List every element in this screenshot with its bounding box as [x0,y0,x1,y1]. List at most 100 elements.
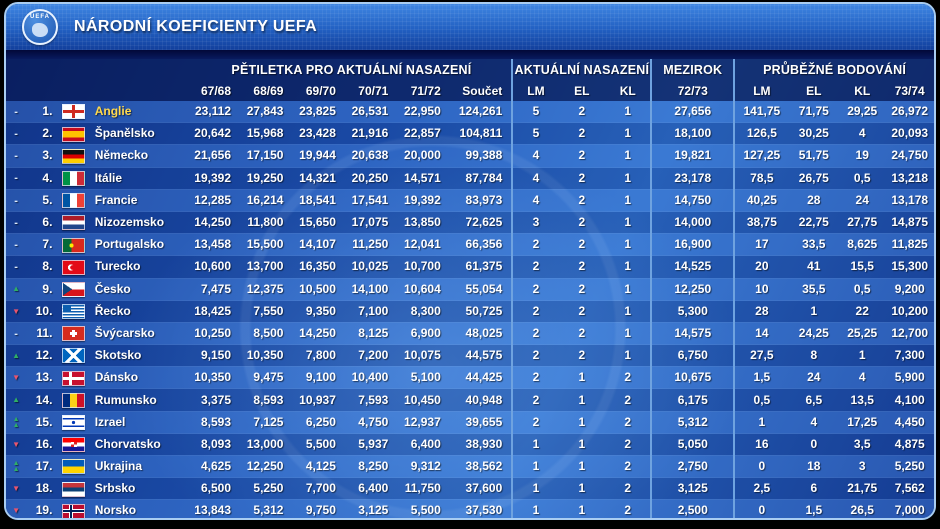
table-row[interactable]: - 1. Anglie 23,112 27,843 23,825 26,531 … [6,101,934,124]
season-value: 23,825 [296,101,349,124]
season-value: 3,125 [348,499,402,518]
season-value: 14,321 [296,167,349,190]
table-row[interactable]: - 3. Německo 21,656 17,150 19,944 20,638… [6,144,934,168]
season-value: 10,025 [348,255,402,279]
flag-cell [56,366,91,390]
season-value: 5,937 [348,433,402,457]
season-value: 10,400 [348,366,402,390]
table-row[interactable]: ▼ 19. Norsko 13,843 5,312 9,750 3,125 5,… [6,499,934,518]
season-value: 14,250 [191,211,244,235]
country-name: Nizozemsko [90,211,192,235]
table-row[interactable]: - 6. Nizozemsko 14,250 11,800 15,650 17,… [6,211,934,235]
season-value: 19,392 [191,167,244,190]
table-row[interactable]: - 2. Španělsko 20,642 15,968 23,428 21,9… [6,122,934,146]
running-total-value: 20,093 [885,122,934,146]
running-el-value: 71,75 [788,101,840,124]
seeding-lm-value: 2 [511,366,559,390]
rank-change-cell: - [6,233,27,257]
table-row[interactable]: - 7. Portugalsko 13,458 15,500 14,107 11… [6,233,934,257]
season-value: 10,604 [401,278,454,301]
table-row[interactable]: ▲ 14. Rumunsko 3,375 8,593 10,937 7,593 … [6,388,934,412]
rank-change-cell: - [6,122,27,146]
running-kl-value: 19 [839,144,886,168]
country-name: Srbsko [90,477,192,501]
season-value: 13,700 [244,255,297,279]
running-el-value: 24,25 [788,322,840,346]
running-lm-value: 78,5 [733,167,789,190]
rank-label: 17. [26,455,57,479]
total-value: 104,811 [453,122,513,146]
total-value: 50,725 [453,300,513,323]
season-value: 7,200 [348,344,402,368]
table-row[interactable]: ▲ 12. Skotsko 9,150 10,350 7,800 7,200 1… [6,344,934,368]
group-header-running-score: PRŮBĚŽNÉ BODOVÁNÍ [733,59,934,80]
running-kl-value: 25,25 [839,322,886,346]
flag-cell [56,300,91,323]
running-kl-value: 3,5 [839,433,886,457]
season-value: 8,093 [191,433,244,457]
season-value: 6,900 [401,322,454,346]
flag-cell [56,322,91,346]
table-row[interactable]: - 8. Turecko 10,600 13,700 16,350 10,025… [6,255,934,279]
seeding-el-value: 1 [558,499,606,518]
seeding-lm-value: 5 [511,101,559,124]
running-el-value: 26,75 [788,167,840,190]
seeding-el-value: 2 [558,322,606,346]
season-value: 14,250 [296,322,349,346]
column-header: LM [511,80,559,101]
flag-cell [56,233,91,257]
country-name: Řecko [90,300,192,323]
flag-england-icon [62,104,86,120]
season-value: 8,250 [348,455,402,479]
table-row[interactable]: ▲ ▲ 15. Izrael 8,593 7,125 6,250 4,750 1… [6,411,934,434]
table-row[interactable]: ▼ 10. Řecko 18,425 7,550 9,350 7,100 8,3… [6,300,934,323]
running-kl-value: 4 [839,366,886,390]
table-row[interactable]: ▲ ▲ 17. Ukrajina 4,625 12,250 4,125 8,25… [6,455,934,479]
season-value: 3,375 [191,388,244,412]
table-row[interactable]: ▲ 9. Česko 7,475 12,375 10,500 14,100 10… [6,278,934,301]
flag-cell [56,211,91,235]
rank-label: 5. [26,189,57,212]
season-value: 7,100 [348,300,402,323]
flag-cell [56,499,91,518]
running-total-value: 7,000 [885,499,934,518]
rank-change-cell: - [6,255,27,279]
group-header-mezirok: MEZIROK [650,59,735,80]
season-value: 17,541 [348,189,402,212]
total-value: 99,388 [453,144,513,168]
table-row[interactable]: ▼ 16. Chorvatsko 8,093 13,000 5,500 5,93… [6,433,934,457]
flag-czechia-icon [62,281,86,297]
seeding-kl-value: 1 [605,211,652,235]
table-row[interactable]: - 4. Itálie 19,392 19,250 14,321 20,250 … [6,167,934,190]
table-row[interactable]: - 5. Francie 12,285 16,214 18,541 17,541… [6,189,934,212]
table-row[interactable]: ▼ 13. Dánsko 10,350 9,475 9,100 10,400 5… [6,366,934,390]
country-name: Portugalsko [90,233,192,257]
flag-israel-icon [62,415,86,431]
running-total-value: 4,100 [885,388,934,412]
running-total-value: 24,750 [885,144,934,168]
rank-label: 14. [26,388,57,412]
running-lm-value: 126,5 [733,122,789,146]
seeding-el-value: 2 [558,211,606,235]
season-value: 14,571 [401,167,454,190]
season-value: 8,593 [244,388,297,412]
column-header-blank [6,80,192,101]
mezirok-value: 16,900 [650,233,735,257]
mezirok-value: 10,675 [650,366,735,390]
season-value: 14,100 [348,278,402,301]
season-value: 22,950 [401,101,454,124]
seeding-el-value: 2 [558,101,606,124]
rank-change-cell: ▼ [6,477,27,501]
running-total-value: 13,218 [885,167,934,190]
mezirok-value: 5,050 [650,433,735,457]
table-row[interactable]: ▼ 18. Srbsko 6,500 5,250 7,700 6,400 11,… [6,477,934,501]
rank-change-cell: - [6,189,27,212]
table-row[interactable]: - 11. Švýcarsko 10,250 8,500 14,250 8,12… [6,322,934,346]
season-value: 10,250 [191,322,244,346]
mezirok-value: 14,750 [650,189,735,212]
running-el-value: 0 [788,433,840,457]
season-value: 21,656 [191,144,244,168]
running-el-value: 33,5 [788,233,840,257]
running-total-value: 10,200 [885,300,934,323]
rank-label: 9. [26,278,57,301]
